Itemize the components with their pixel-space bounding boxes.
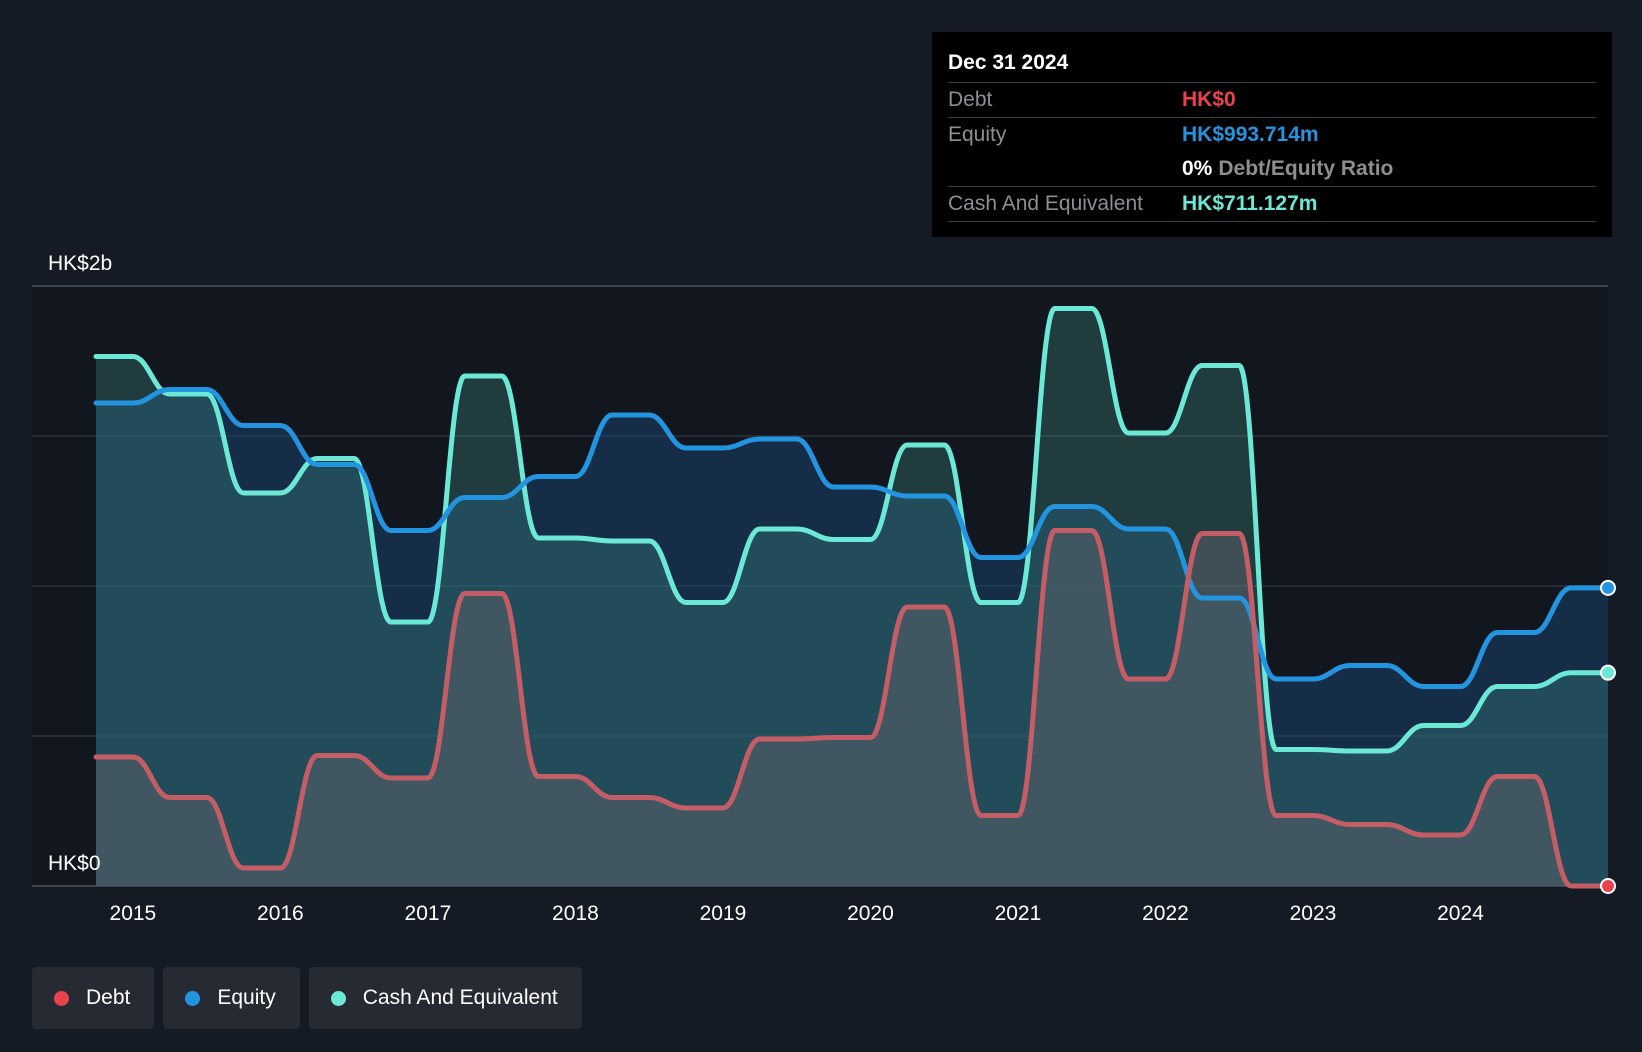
series-areas [96,308,1608,886]
legend-dot-debt-icon [54,990,69,1006]
x-tick-2020: 2020 [847,902,894,925]
legend-item-cash[interactable]: Cash And Equivalent [308,967,582,1029]
hover-tooltip: Dec 31 2024 Debt HK$0 Equity HK$993.714m… [932,32,1612,237]
x-tick-2015: 2015 [110,902,157,925]
y-label-bottom: HK$0 [48,852,101,875]
legend-dot-cash-icon [330,990,346,1006]
x-tick-2021: 2021 [995,902,1042,925]
tooltip-ratio-label: Debt/Equity Ratio [1218,157,1394,180]
legend-label-debt: Debt [86,986,131,1009]
line-debt [93,527,1611,889]
tooltip-row-equity: Equity HK$993.714m [948,117,1596,152]
legend-label-cash: Cash And Equivalent [362,986,558,1009]
y-label-top: HK$2b [48,252,112,275]
x-tick-2017: 2017 [405,902,452,925]
tooltip-cash-value: HK$711.127m [1182,192,1318,215]
x-tick-2019: 2019 [700,902,747,925]
x-tick-2022: 2022 [1142,902,1189,925]
series-lines [93,306,1611,889]
tooltip-debt-label: Debt [948,88,993,111]
legend-item-debt[interactable]: Debt [32,967,155,1029]
end-markers [1600,579,1616,894]
x-tick-2023: 2023 [1290,902,1337,925]
line-equity [93,387,1611,689]
legend-item-equity[interactable]: Equity [163,967,300,1029]
x-tick-2024: 2024 [1437,902,1484,925]
legend-dot-equity-icon [185,990,201,1006]
end-marker-debt [1600,878,1616,894]
tooltip-row-ratio: 0% Debt/Equity Ratio [948,152,1596,186]
tooltip-cash-label: Cash And Equivalent [948,192,1143,215]
line-cash-and-equivalent [93,306,1611,754]
end-marker-equity [1600,579,1616,596]
tooltip-debt-value: HK$0 [1182,88,1236,111]
tooltip-equity-value: HK$993.714m [1182,123,1319,146]
tooltip-equity-label: Equity [948,123,1007,146]
end-marker-cash-and-equivalent [1600,664,1616,681]
tooltip-row-debt: Debt HK$0 [948,82,1596,117]
tooltip-row-cash: Cash And Equivalent HK$711.127m [948,186,1596,222]
legend-label-equity: Equity [217,986,276,1009]
tooltip-date: Dec 31 2024 [948,51,1069,74]
x-tick-2018: 2018 [552,902,599,925]
area-debt [96,530,1608,886]
x-tick-2016: 2016 [257,902,304,925]
x-axis-ticks: 2015 2016 2017 2018 2019 2020 2021 2022 2023 2024 [110,902,1485,925]
tooltip-ratio-pct: 0% [1182,157,1213,180]
chart-legend: Debt Equity Cash And Equivalent [32,967,591,1029]
